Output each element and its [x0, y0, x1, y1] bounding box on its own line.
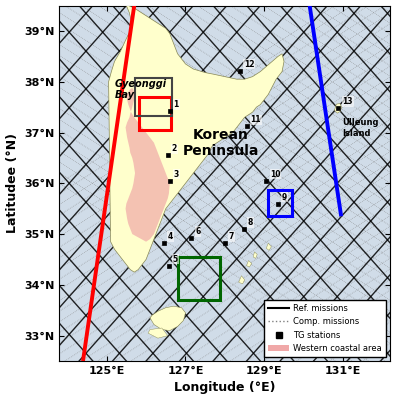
Text: 9: 9 — [282, 192, 287, 202]
Text: 12: 12 — [244, 60, 254, 68]
Polygon shape — [126, 88, 170, 242]
Text: 8: 8 — [248, 218, 253, 227]
Polygon shape — [148, 328, 168, 338]
Bar — [178, 257, 220, 300]
Text: 3: 3 — [174, 170, 179, 179]
Text: 11: 11 — [251, 115, 261, 124]
Polygon shape — [150, 306, 185, 330]
Text: Gyeonggi
Bay: Gyeonggi Bay — [114, 78, 167, 100]
Text: 2: 2 — [172, 144, 177, 153]
Y-axis label: Latitudee (°N): Latitudee (°N) — [6, 133, 19, 233]
Text: 5: 5 — [173, 254, 178, 264]
Polygon shape — [253, 252, 257, 258]
Bar — [135, 78, 173, 116]
Legend: Ref. missions, Comp. missions, TG stations, Western coastal area: Ref. missions, Comp. missions, TG statio… — [264, 300, 386, 357]
Text: 10: 10 — [270, 170, 281, 179]
Polygon shape — [239, 276, 245, 284]
Text: Korean
Peninsula: Korean Peninsula — [183, 128, 259, 158]
Text: 1: 1 — [174, 100, 179, 109]
Bar — [268, 190, 292, 216]
Polygon shape — [335, 104, 342, 113]
Text: Ulleung
Island: Ulleung Island — [343, 118, 379, 138]
Polygon shape — [247, 260, 252, 267]
Text: 4: 4 — [168, 232, 173, 241]
Bar — [139, 97, 171, 130]
Polygon shape — [266, 243, 271, 250]
Polygon shape — [109, 6, 284, 272]
Text: 6: 6 — [195, 227, 201, 236]
Text: 13: 13 — [343, 97, 353, 106]
X-axis label: Longitude (°E): Longitude (°E) — [174, 382, 276, 394]
Text: 7: 7 — [229, 232, 234, 241]
